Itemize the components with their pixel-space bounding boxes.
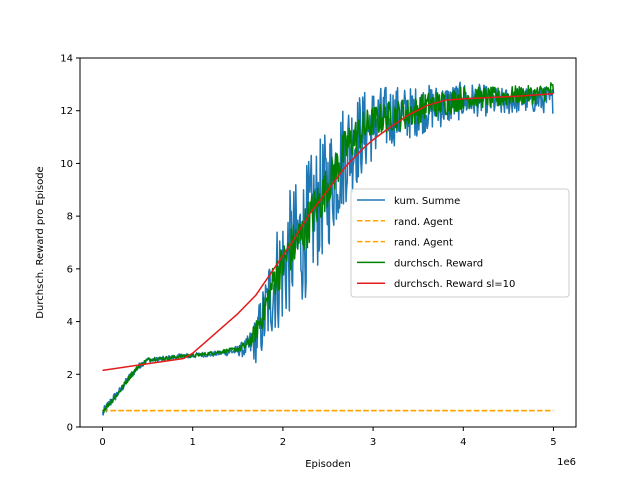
x-tick-label: 4 [460,437,466,448]
series-layer [101,81,555,416]
series-line-5 [102,92,554,372]
x-axis: 0 1 2 3 4 5 [99,427,557,448]
y-axis-label: Durchsch. Reward pro Episode [35,166,46,318]
x-tick-label: 1 [190,437,196,448]
x-tick-label: 0 [99,437,105,448]
y-tick-label: 14 [60,54,73,65]
plot-frame [79,57,577,428]
legend-box [350,188,570,298]
legend: kum. Summe rand. Agent rand. Agent durchsch… [350,188,570,298]
y-tick-label: 6 [67,264,73,275]
x-tick-label: 3 [370,437,376,448]
y-tick-label: 8 [67,212,73,223]
y-tick-label: 0 [67,423,73,434]
x-tick-label: 5 [550,437,556,448]
legend-label: rand. Agent [394,217,453,228]
x-tick-label: 2 [280,437,286,448]
series-line-4 [101,82,555,414]
y-tick-label: 4 [67,317,73,328]
y-tick-label: 10 [60,159,73,170]
y-tick-label: 12 [60,106,73,117]
y-axis: 0 2 4 6 8 10 12 14 [60,54,80,434]
y-tick-label: 2 [67,370,73,381]
x-axis-offset-label: 1e6 [557,457,576,468]
x-axis-label: Episoden [305,459,351,470]
legend-label: durchsch. Reward [394,258,483,269]
legend-label: rand. Agent [394,238,453,249]
legend-label: kum. Summe [394,196,460,207]
legend-label: durchsch. Reward sl=10 [394,279,515,290]
